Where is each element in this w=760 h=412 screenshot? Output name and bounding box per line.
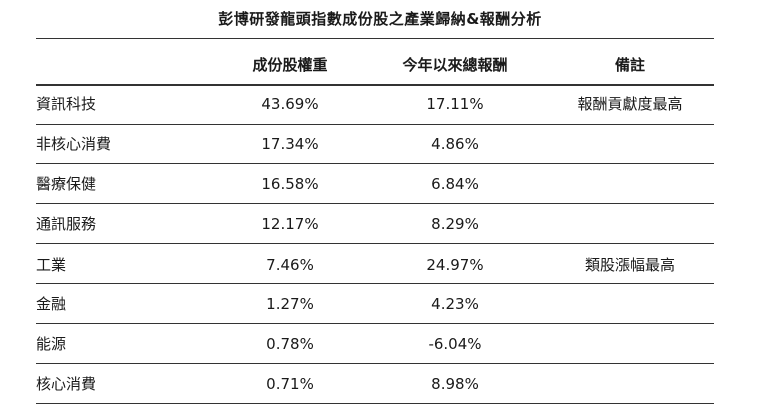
row-divider bbox=[36, 283, 714, 284]
weight-value: 1.27% bbox=[266, 295, 314, 313]
top-rule bbox=[36, 38, 714, 39]
sector-name: 核心消費 bbox=[36, 375, 97, 393]
row-divider bbox=[36, 363, 714, 364]
bottom-rule bbox=[36, 403, 714, 404]
sector-name: 非核心消費 bbox=[36, 135, 112, 153]
weight-value: 7.46% bbox=[266, 256, 314, 274]
weight-value: 16.58% bbox=[261, 175, 319, 193]
weight-value: 12.17% bbox=[261, 215, 319, 233]
header-weight: 成份股權重 bbox=[252, 56, 328, 74]
return-value: 8.98% bbox=[431, 375, 479, 393]
return-value: 24.97% bbox=[426, 256, 484, 274]
row-divider bbox=[36, 203, 714, 204]
return-value: 8.29% bbox=[431, 215, 479, 233]
sector-name: 資訊科技 bbox=[36, 95, 97, 113]
row-divider bbox=[36, 124, 714, 125]
return-value: 6.84% bbox=[431, 175, 479, 193]
sector-name: 金融 bbox=[36, 295, 67, 313]
note-text: 類股漲幅最高 bbox=[584, 256, 675, 274]
weight-value: 43.69% bbox=[261, 95, 319, 113]
header-return: 今年以來總報酬 bbox=[402, 56, 508, 74]
weight-value: 17.34% bbox=[261, 135, 319, 153]
weight-value: 0.71% bbox=[266, 375, 314, 393]
row-divider bbox=[36, 243, 714, 244]
table-title: 彭博研發龍頭指數成份股之產業歸納&報酬分析 bbox=[218, 10, 542, 28]
sector-name: 工業 bbox=[36, 256, 67, 274]
header-note: 備註 bbox=[614, 56, 645, 74]
return-value: -6.04% bbox=[428, 335, 482, 353]
header-rule bbox=[36, 84, 714, 86]
sector-name: 能源 bbox=[36, 335, 67, 353]
sector-name: 醫療保健 bbox=[36, 175, 97, 193]
return-value: 17.11% bbox=[426, 95, 484, 113]
return-value: 4.86% bbox=[431, 135, 479, 153]
row-divider bbox=[36, 163, 714, 164]
note-text: 報酬貢獻度最高 bbox=[577, 95, 683, 113]
row-divider bbox=[36, 323, 714, 324]
return-value: 4.23% bbox=[431, 295, 479, 313]
weight-value: 0.78% bbox=[266, 335, 314, 353]
sector-name: 通訊服務 bbox=[36, 215, 97, 233]
